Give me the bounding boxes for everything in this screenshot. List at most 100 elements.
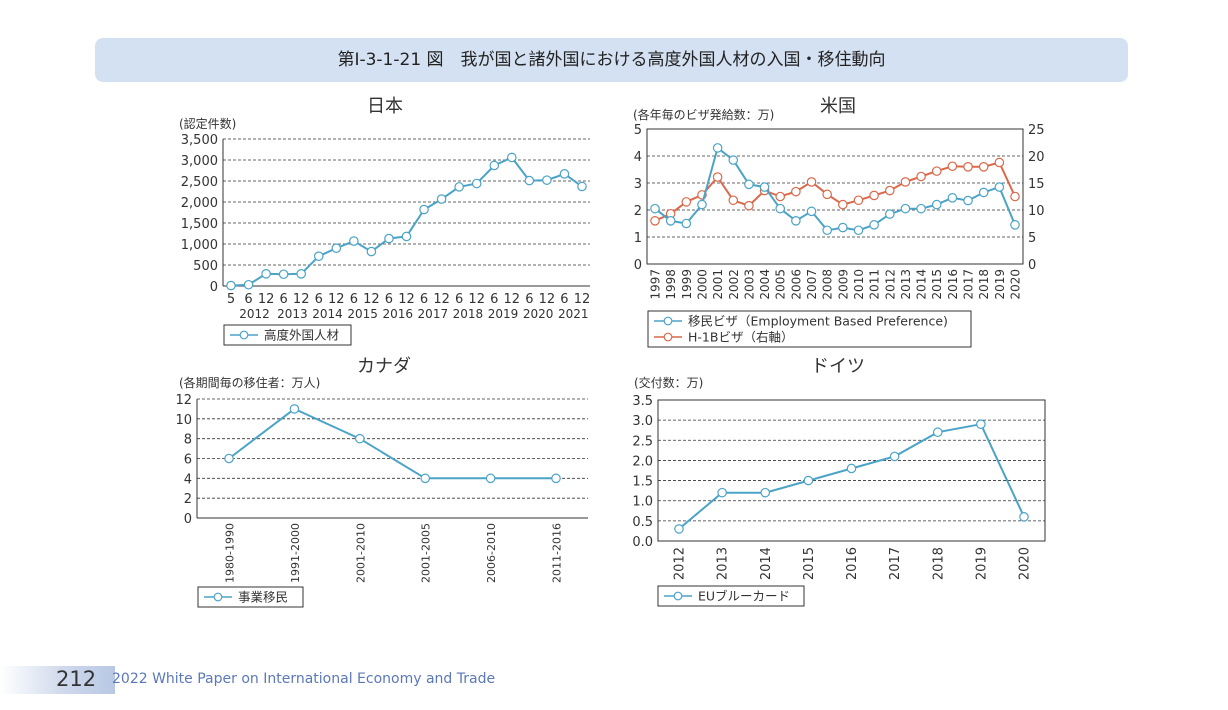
- usa-data-point: [884, 209, 895, 219]
- usa-data-point: [900, 177, 911, 187]
- usa-y2-tick-label: 15: [1028, 177, 1045, 192]
- germany-x-tick-label: 2012: [673, 547, 688, 580]
- japan-data-point: [577, 181, 587, 192]
- usa-x-tick-label: 2020: [1009, 269, 1023, 300]
- japan-year-label: 2019: [488, 307, 519, 321]
- japan-x-tick-label: 12: [433, 292, 450, 307]
- germany-y-tick-label: 2.5: [632, 434, 653, 449]
- usa-x-tick-label: 2000: [696, 269, 710, 300]
- canada-x-tick-label: 2001-2005: [420, 523, 433, 583]
- japan-x-tick-label: 12: [539, 292, 556, 307]
- usa-x-tick-label: 2012: [883, 269, 897, 300]
- japan-x-tick-label: 12: [258, 292, 275, 307]
- usa-x-tick-label: 2016: [946, 269, 960, 300]
- germany-legend-box: [657, 585, 805, 607]
- japan-data-point: [349, 236, 359, 246]
- usa-legend-marker: [663, 332, 673, 342]
- usa-data-point: [947, 193, 958, 203]
- usa-legend-box: [647, 310, 972, 348]
- usa-legend-label: H-1Bビザ（右軸）: [688, 330, 793, 345]
- usa-data-point: [728, 155, 739, 165]
- japan-data-point: [313, 251, 324, 261]
- canada-legend-label: 事業移民: [238, 590, 288, 605]
- usa-data-point: [744, 200, 754, 211]
- usa-series-line: [654, 146, 1016, 232]
- usa-data-point: [775, 191, 786, 202]
- page-title: 第Ⅰ-3-1-21 図 我が国と諸外国における高度外国人材の入国・移住動向: [337, 50, 886, 70]
- germany-x-tick-label: 2018: [931, 547, 946, 580]
- usa-x-tick-label: 2010: [852, 269, 866, 300]
- japan-x-tick-label: 12: [574, 292, 591, 307]
- japan-year-label: 2017: [418, 307, 449, 321]
- usa-data-point: [994, 157, 1005, 168]
- japan-year-label: 2014: [312, 307, 343, 321]
- japan-x-tick-label: 12: [328, 292, 345, 307]
- usa-legend: 移民ビザ（Employment Based Preference)H-1Bビザ（…: [647, 310, 972, 348]
- usa-data-point: [744, 179, 754, 190]
- usa-y-tick-label: 0: [634, 258, 642, 273]
- usa-y-tick-label: 5: [634, 123, 642, 138]
- germany-y-tick-label: 1.0: [632, 495, 653, 510]
- usa-data-point: [681, 197, 692, 207]
- germany-data-point: [803, 475, 814, 486]
- japan-data-point: [454, 182, 464, 192]
- usa-data-point: [650, 203, 660, 214]
- germany-data-point: [760, 487, 771, 498]
- usa-x-tick-label: 2006: [789, 269, 803, 300]
- japan-data-point: [524, 175, 535, 186]
- canada-x-tick-label: 1980-1990: [224, 523, 237, 583]
- germany-data-point: [932, 427, 943, 438]
- usa-data-point: [791, 186, 801, 197]
- germany-x-tick-label: 2013: [716, 547, 731, 580]
- japan-year-label: 2020: [523, 307, 554, 321]
- japan-year-label: 2015: [347, 307, 378, 321]
- usa-y-tick-label: 3: [634, 177, 642, 192]
- usa-x-tick-label: 2013: [899, 269, 913, 300]
- japan-legend-box: [223, 324, 352, 346]
- usa-x-tick-label: 2019: [993, 269, 1007, 300]
- germany-legend-marker: [673, 591, 683, 601]
- usa-data-point: [759, 182, 770, 192]
- usa-x-tick-label: 2005: [774, 269, 788, 300]
- japan-y-tick-label: 1,500: [181, 217, 218, 232]
- japan-data-point: [471, 178, 482, 189]
- germany-y-tick-label: 3.5: [632, 394, 653, 409]
- japan-x-tick-label: 12: [293, 292, 310, 307]
- canada-x-tick-label: 2011-2016: [551, 523, 564, 583]
- usa-x-tick-label: 2004: [758, 269, 772, 300]
- japan-y-tick-label: 2,000: [181, 196, 218, 211]
- canada-legend-marker: [213, 592, 223, 602]
- japan-y-tick-label: 1,000: [181, 238, 218, 253]
- germany-x-tick-label: 2017: [888, 547, 903, 580]
- usa-data-point: [697, 199, 707, 210]
- usa-unit-label: (各年毎のビザ発給数：万): [633, 107, 774, 122]
- germany-data-point: [717, 487, 727, 498]
- japan-y-tick-label: 0: [210, 280, 218, 295]
- usa-y2-tick-label: 20: [1028, 150, 1045, 165]
- japan-x-tick-label: 12: [398, 292, 415, 307]
- germany-data-point: [1019, 512, 1029, 522]
- japan-data-point: [489, 160, 500, 171]
- usa-data-point: [712, 143, 723, 153]
- usa-data-point: [978, 162, 989, 172]
- title-banner: 第Ⅰ-3-1-21 図 我が国と諸外国における高度外国人材の入国・移住動向: [95, 38, 1128, 82]
- japan-data-point: [401, 231, 412, 242]
- usa-x-tick-label: 2011: [868, 269, 882, 300]
- japan-y-tick-label: 3,500: [181, 133, 218, 148]
- usa-data-point: [838, 199, 848, 210]
- germany-x-tick-label: 2019: [974, 547, 989, 580]
- usa-x-tick-label: 2018: [977, 269, 991, 300]
- usa-data-point: [994, 182, 1005, 192]
- canada-y-tick-label: 8: [184, 433, 192, 448]
- japan-year-label: 2016: [382, 307, 413, 321]
- usa-data-point: [853, 225, 864, 236]
- usa-data-point: [884, 185, 895, 196]
- japan-chart-title: 日本: [367, 96, 403, 117]
- canada-data-point: [420, 473, 430, 484]
- germany-series-0: [674, 419, 1029, 534]
- japan-x-tick-label: 6: [560, 292, 568, 307]
- japan-x-tick-label: 6: [385, 292, 393, 307]
- canada-data-point: [289, 404, 300, 414]
- usa-plot-frame: [646, 128, 1024, 265]
